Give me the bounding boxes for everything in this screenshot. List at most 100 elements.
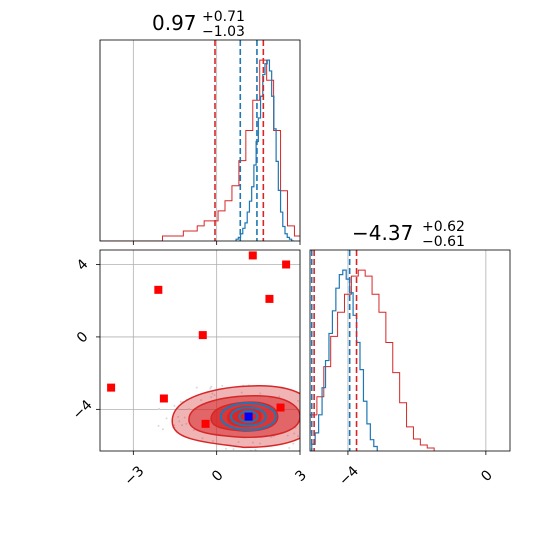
- sample-dot: [330, 402, 332, 404]
- sample-dot: [240, 391, 243, 394]
- title-1-minus: −1.03: [202, 24, 245, 40]
- red-square-marker: [198, 331, 207, 340]
- sample-dot: [293, 432, 296, 435]
- sample-dot: [210, 396, 213, 399]
- sample-dot: [306, 419, 308, 421]
- title-1-plus: +0.71: [202, 9, 245, 25]
- sample-dot: [185, 422, 188, 425]
- sample-dot: [251, 441, 254, 444]
- red-contour: [227, 405, 262, 428]
- sample-dot: [165, 417, 168, 420]
- blue-contour: [229, 406, 267, 427]
- sample-dot: [173, 424, 176, 427]
- sample-dot: [201, 437, 204, 440]
- sample-dot: [302, 388, 304, 390]
- scatter-tick-label-x: −3: [122, 463, 148, 489]
- blue-contour: [238, 410, 259, 424]
- sample-dot: [221, 384, 224, 387]
- right-hist-blue-path: [311, 269, 378, 451]
- title-param-2: −4.37 +0.62 −0.61: [352, 219, 465, 250]
- scatter-tick-label-x: 3: [292, 467, 310, 485]
- scatter-tick-label-y: −4: [70, 397, 96, 423]
- sample-dot: [270, 436, 273, 439]
- right-hist-red: [310, 269, 435, 451]
- sample-dot: [178, 420, 181, 423]
- title-2-minus: −0.61: [422, 234, 465, 250]
- right-histogram-panel: −404: [309, 249, 511, 489]
- top-hist-blue-path: [235, 59, 294, 241]
- top-histogram-panel: [99, 39, 301, 245]
- sample-dot: [158, 407, 161, 410]
- sample-dot: [237, 440, 240, 443]
- sample-dot: [286, 434, 289, 437]
- top-grid: [132, 40, 301, 241]
- sample-dot: [297, 435, 300, 438]
- sample-dot: [306, 409, 308, 411]
- sample-dot: [232, 448, 235, 451]
- sample-dot: [210, 385, 213, 388]
- top-frame: [99, 39, 301, 242]
- sample-dot: [183, 416, 186, 419]
- sample-dot: [292, 442, 295, 445]
- scatter-tick-label-x: 0: [209, 467, 227, 485]
- sample-dot: [323, 400, 325, 402]
- sample-dot: [181, 424, 184, 427]
- sample-dot: [328, 417, 330, 419]
- scatter-tick-label-y: 4: [74, 256, 92, 274]
- sample-dot: [192, 429, 195, 432]
- right-ticks: −404: [336, 451, 496, 489]
- scatter-frame: [99, 249, 301, 452]
- right-hist-blue: [311, 269, 378, 451]
- sample-dot: [211, 392, 214, 395]
- sample-dot: [278, 395, 281, 398]
- sample-dot: [323, 435, 325, 437]
- sample-dot: [288, 447, 291, 450]
- scatter-body: [107, 251, 332, 451]
- blue-contour: [219, 402, 277, 432]
- right-grid: [347, 250, 487, 451]
- title-2-value: −4.37: [352, 221, 413, 245]
- red-square-marker: [154, 285, 163, 294]
- red-square-marker: [248, 251, 257, 260]
- right-tick-label-x: −4: [336, 463, 362, 489]
- title-2-plus: +0.62: [422, 219, 465, 235]
- red-square-marker: [265, 294, 274, 303]
- sample-dot: [305, 439, 307, 441]
- sample-dot: [161, 428, 164, 431]
- sample-dot: [177, 415, 180, 418]
- sample-dot: [188, 408, 191, 411]
- red-square-marker: [282, 260, 291, 269]
- red-square-marker: [276, 403, 285, 412]
- sample-dot: [173, 404, 176, 407]
- sample-dot: [179, 400, 182, 403]
- sample-dot: [296, 399, 299, 402]
- right-tick-label-x: 0: [478, 467, 496, 485]
- sample-dot: [209, 387, 212, 390]
- sample-dot: [259, 442, 262, 445]
- title-param-1: 0.97 +0.71 −1.03: [152, 9, 245, 40]
- scatter-ticks: −3 0 3 4 0 −4: [70, 256, 310, 489]
- right-quantile-lines: [310, 250, 358, 451]
- red-square-marker: [201, 419, 210, 428]
- top-quantile-lines: [214, 40, 265, 241]
- top-ticks: [132, 241, 301, 245]
- top-hist-blue: [235, 59, 294, 241]
- sample-dot: [213, 394, 216, 397]
- sample-dot: [211, 439, 214, 442]
- sample-dot: [200, 399, 203, 402]
- title-1-value: 0.97: [152, 11, 197, 35]
- sample-dot: [259, 392, 262, 395]
- sample-dot: [195, 386, 198, 389]
- scatter-2d-panel: −3 0 3 4 0 −4: [70, 249, 332, 489]
- right-hist-red-path: [310, 269, 435, 451]
- red-square-marker: [107, 383, 116, 392]
- red-square-marker: [159, 394, 168, 403]
- sample-dot: [157, 424, 160, 427]
- right-frame: [309, 249, 511, 452]
- blue-square-marker: [244, 412, 253, 421]
- sample-dot: [254, 448, 257, 451]
- sample-dot: [322, 432, 324, 434]
- scatter-tick-label-y: 0: [74, 329, 92, 347]
- sample-dot: [323, 432, 325, 434]
